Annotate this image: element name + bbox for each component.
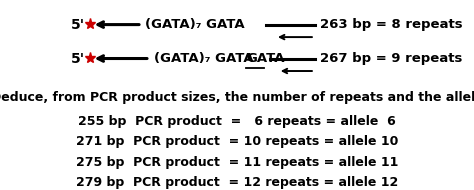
Text: 279 bp  PCR product  = 12 repeats = allele 12: 279 bp PCR product = 12 repeats = allele… — [76, 176, 398, 189]
Text: Deduce, from PCR product sizes, the number of repeats and the allele: Deduce, from PCR product sizes, the numb… — [0, 91, 474, 104]
Text: GATA: GATA — [246, 52, 285, 65]
Text: 5': 5' — [71, 51, 85, 66]
Text: (GATA)₇ GATA: (GATA)₇ GATA — [146, 18, 245, 31]
Text: 275 bp  PCR product  = 11 repeats = allele 11: 275 bp PCR product = 11 repeats = allele… — [76, 156, 398, 169]
Text: (GATA)₇ GATA: (GATA)₇ GATA — [154, 52, 258, 65]
Text: 263 bp = 8 repeats: 263 bp = 8 repeats — [320, 18, 463, 31]
Text: 267 bp = 9 repeats: 267 bp = 9 repeats — [320, 52, 462, 65]
Text: 5': 5' — [71, 18, 85, 32]
Text: 255 bp  PCR product  =   6 repeats = allele  6: 255 bp PCR product = 6 repeats = allele … — [78, 115, 396, 127]
Text: 271 bp  PCR product  = 10 repeats = allele 10: 271 bp PCR product = 10 repeats = allele… — [76, 135, 398, 148]
